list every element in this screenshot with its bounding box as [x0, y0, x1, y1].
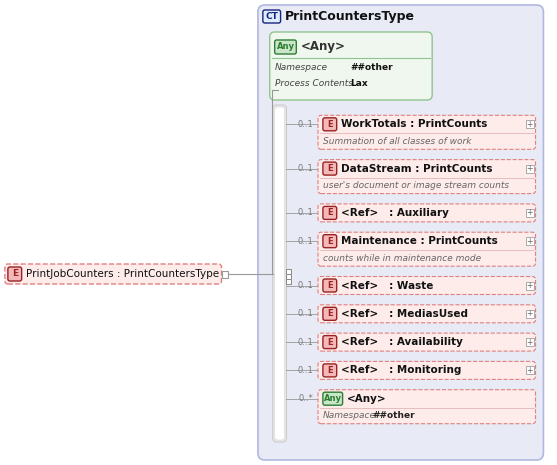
Text: +: + [526, 309, 533, 319]
Text: +: + [526, 120, 533, 129]
FancyBboxPatch shape [318, 115, 535, 149]
Text: Any: Any [276, 42, 295, 52]
Bar [526, 237, 534, 245]
FancyBboxPatch shape [8, 267, 22, 281]
Bar [526, 165, 534, 173]
Bar [526, 120, 534, 128]
Text: 0..1: 0..1 [297, 208, 313, 218]
Text: E: E [12, 270, 18, 279]
Text: Namespace: Namespace [323, 411, 376, 420]
FancyBboxPatch shape [318, 232, 535, 266]
Text: <Ref>   : Availability: <Ref> : Availability [341, 337, 462, 347]
FancyBboxPatch shape [323, 235, 336, 248]
FancyBboxPatch shape [318, 305, 535, 323]
Text: Lax: Lax [350, 79, 368, 87]
FancyBboxPatch shape [323, 392, 343, 405]
Bar [526, 281, 534, 290]
FancyBboxPatch shape [275, 107, 285, 440]
Bar [526, 366, 534, 374]
Text: 0..1: 0..1 [297, 164, 313, 173]
Text: ##other: ##other [350, 64, 393, 73]
Text: Maintenance : PrintCounts: Maintenance : PrintCounts [341, 236, 497, 246]
FancyBboxPatch shape [323, 206, 336, 219]
Text: +: + [526, 237, 533, 246]
FancyBboxPatch shape [323, 118, 336, 131]
Text: 0..*: 0..* [299, 394, 313, 403]
Bar [222, 271, 228, 278]
Text: counts while in maintenance mode: counts while in maintenance mode [323, 254, 481, 263]
Text: WorkTotals : PrintCounts: WorkTotals : PrintCounts [341, 120, 487, 129]
FancyBboxPatch shape [323, 162, 336, 175]
Text: Process Contents: Process Contents [275, 79, 353, 87]
FancyBboxPatch shape [318, 204, 535, 222]
FancyBboxPatch shape [258, 5, 544, 460]
Text: PrintJobCounters : PrintCountersType: PrintJobCounters : PrintCountersType [26, 269, 219, 279]
Text: Namespace: Namespace [275, 64, 328, 73]
Text: 0..1: 0..1 [297, 338, 313, 346]
Text: 0..1: 0..1 [297, 237, 313, 246]
FancyBboxPatch shape [270, 32, 432, 100]
FancyBboxPatch shape [318, 390, 535, 424]
Text: DataStream : PrintCounts: DataStream : PrintCounts [341, 164, 492, 173]
Bar [286, 274, 291, 279]
Text: 0..1: 0..1 [297, 120, 313, 129]
FancyBboxPatch shape [263, 10, 281, 23]
Text: <Any>: <Any> [346, 394, 386, 404]
Text: <Ref>   : Monitoring: <Ref> : Monitoring [341, 365, 461, 375]
Text: E: E [327, 338, 333, 346]
Bar [526, 310, 534, 318]
Text: +: + [526, 338, 533, 346]
Bar [526, 338, 534, 346]
Text: E: E [327, 208, 333, 218]
Text: E: E [327, 120, 333, 129]
Text: 0..1: 0..1 [297, 309, 313, 319]
Text: user's document or image stream counts: user's document or image stream counts [323, 181, 509, 190]
FancyBboxPatch shape [318, 277, 535, 294]
FancyBboxPatch shape [323, 364, 336, 377]
FancyBboxPatch shape [323, 336, 336, 349]
Text: +: + [526, 164, 533, 173]
FancyBboxPatch shape [318, 361, 535, 379]
Text: <Ref>   : Waste: <Ref> : Waste [341, 280, 433, 291]
Text: E: E [327, 164, 333, 173]
Text: +: + [526, 366, 533, 375]
Text: 0..1: 0..1 [297, 366, 313, 375]
Text: E: E [327, 366, 333, 375]
FancyBboxPatch shape [275, 40, 296, 54]
Bar [286, 279, 291, 284]
Bar [526, 209, 534, 217]
Text: +: + [526, 208, 533, 218]
Text: E: E [327, 281, 333, 290]
Text: <Any>: <Any> [300, 40, 345, 53]
FancyBboxPatch shape [323, 307, 336, 320]
Text: <Ref>   : Auxiliary: <Ref> : Auxiliary [341, 208, 448, 218]
Text: E: E [327, 237, 333, 246]
FancyBboxPatch shape [318, 159, 535, 193]
Text: E: E [327, 309, 333, 319]
Text: <Ref>   : MediasUsed: <Ref> : MediasUsed [341, 309, 468, 319]
FancyBboxPatch shape [318, 333, 535, 351]
Bar [286, 269, 291, 274]
FancyBboxPatch shape [323, 279, 336, 292]
Text: PrintCountersType: PrintCountersType [285, 10, 414, 23]
Text: CT: CT [265, 12, 278, 21]
Text: Any: Any [324, 394, 342, 403]
FancyBboxPatch shape [5, 264, 222, 284]
Text: Summation of all classes of work: Summation of all classes of work [323, 137, 471, 146]
FancyBboxPatch shape [273, 105, 286, 442]
Text: 0..1: 0..1 [297, 281, 313, 290]
Text: ##other: ##other [372, 411, 415, 420]
Text: +: + [526, 281, 533, 290]
